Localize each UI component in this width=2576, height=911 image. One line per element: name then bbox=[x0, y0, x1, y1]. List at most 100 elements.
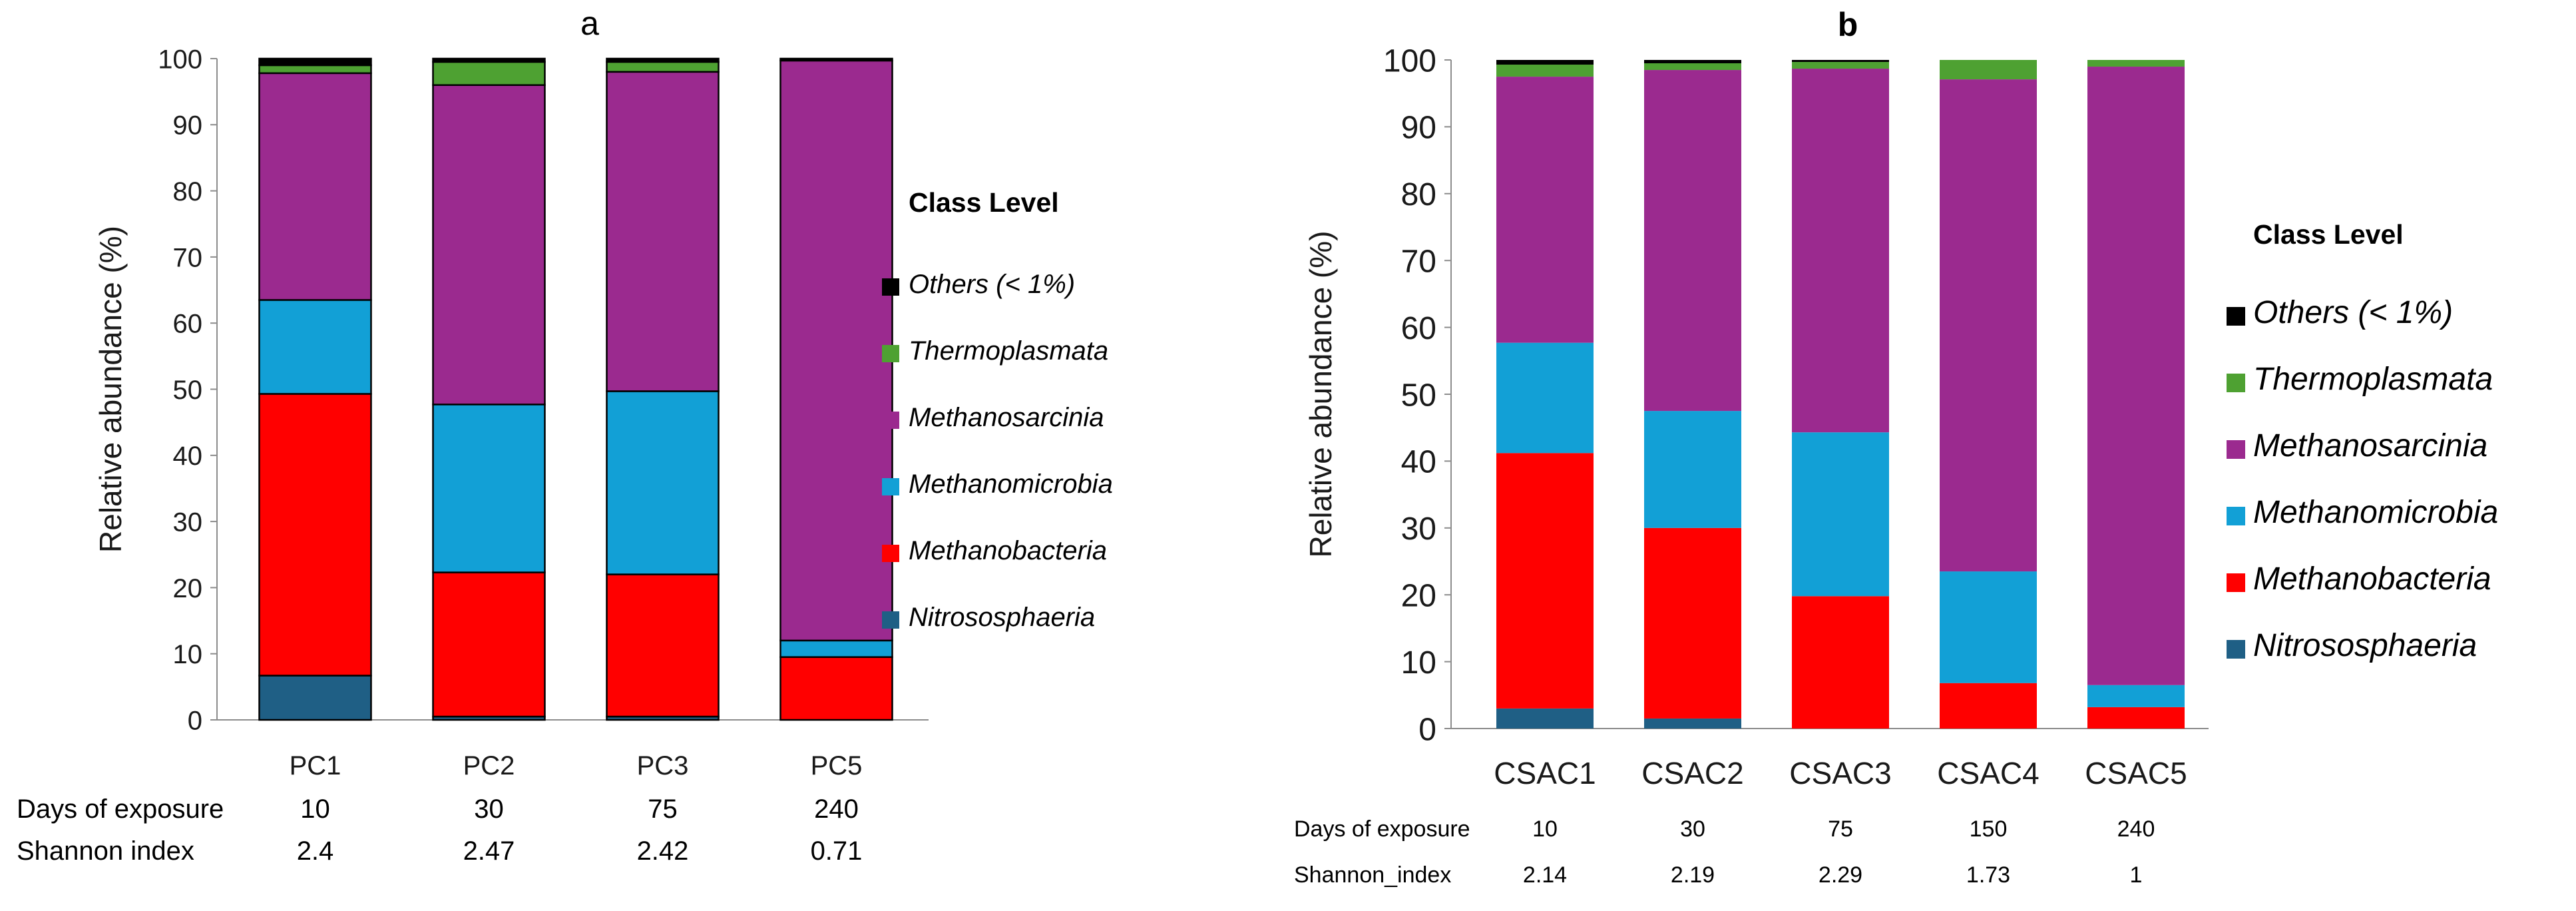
x-tick-label: PC5 bbox=[811, 751, 863, 780]
bar-segment-pc2-1 bbox=[432, 571, 546, 718]
bar-segment-csac3-4 bbox=[1792, 62, 1889, 69]
legend-swatch bbox=[882, 278, 899, 296]
legend-label: Methanosarcinia bbox=[2253, 428, 2487, 463]
table-cell: 10 bbox=[1532, 816, 1558, 842]
y-tick-label: 40 bbox=[173, 442, 203, 471]
x-tick-label: CSAC4 bbox=[1937, 756, 2039, 790]
table-row-label: Days of exposure bbox=[17, 794, 224, 824]
chart-panel-b: b 0 10 20 30 40 50 60 70 80 90 100 Relative abundanc… bbox=[1294, 6, 2498, 888]
bar-segment-pc1-5 bbox=[258, 57, 372, 67]
table-cell: 2.19 bbox=[1671, 862, 1715, 888]
bar-segment-csac4-3 bbox=[1940, 79, 2037, 572]
bar-segment-csac3-3 bbox=[1792, 69, 1889, 433]
legend-swatch bbox=[2227, 507, 2245, 525]
y-tick-label: 20 bbox=[1401, 578, 1436, 613]
bar-segment-pc2-4 bbox=[432, 61, 546, 86]
y-tick-label: 70 bbox=[1401, 244, 1436, 279]
table-cell: 2.4 bbox=[297, 836, 334, 866]
table-cell: 240 bbox=[814, 794, 859, 824]
y-tick-label: 50 bbox=[173, 376, 203, 405]
legend-title: Class Level bbox=[909, 187, 1059, 218]
y-tick-label: 80 bbox=[173, 177, 203, 206]
bar-segment-csac4-1 bbox=[1940, 683, 2037, 729]
legend-swatch bbox=[2227, 307, 2245, 326]
bar-segment-csac1-5 bbox=[1496, 60, 1594, 65]
bar-segment-csac2-5 bbox=[1644, 60, 1741, 64]
x-tick-label: PC3 bbox=[637, 751, 689, 780]
y-tick-label: 70 bbox=[173, 243, 203, 272]
chart-title: a bbox=[580, 5, 599, 42]
table-cell: 0.71 bbox=[811, 836, 863, 866]
bar-segment-csac3-1 bbox=[1792, 596, 1889, 729]
legend-label: Others (< 1%) bbox=[2253, 295, 2453, 330]
bar-segment-csac5-4 bbox=[2087, 60, 2185, 67]
table-cell: 2.42 bbox=[637, 836, 689, 866]
bar-segment-csac1-1 bbox=[1496, 453, 1594, 709]
x-tick-label: CSAC5 bbox=[2085, 756, 2187, 790]
y-tick-label: 0 bbox=[1418, 712, 1436, 747]
legend-label: Methanomicrobia bbox=[909, 469, 1113, 499]
bar-segment-csac1-4 bbox=[1496, 65, 1594, 77]
y-tick-label: 100 bbox=[1383, 43, 1436, 79]
y-tick-label: 60 bbox=[1401, 311, 1436, 346]
bar-segment-pc3-2 bbox=[606, 390, 720, 575]
legend: Class Level Others (< 1%) Thermoplasmata Me… bbox=[2227, 219, 2498, 663]
y-tick-label: 40 bbox=[1401, 445, 1436, 480]
legend: Class Level Others (< 1%) Thermoplasmata Me… bbox=[882, 187, 1113, 632]
y-tick-label: 50 bbox=[1401, 378, 1436, 413]
bar-segment-pc1-2 bbox=[258, 299, 372, 395]
table-cell: 75 bbox=[1828, 816, 1853, 842]
y-axis-label: Relative abundance (%) bbox=[1303, 231, 1338, 558]
legend-swatch bbox=[2227, 374, 2245, 392]
x-tick-label: CSAC3 bbox=[1789, 756, 1891, 790]
bar-segment-csac5-1 bbox=[2087, 707, 2185, 729]
bar-segment-csac2-4 bbox=[1644, 63, 1741, 71]
table-row-label: Shannon_index bbox=[1294, 862, 1451, 888]
bar-segment-pc1-4 bbox=[258, 64, 372, 75]
bar-segment-pc3-1 bbox=[606, 573, 720, 718]
bar-segment-csac1-0 bbox=[1496, 708, 1594, 729]
legend-title: Class Level bbox=[2253, 219, 2404, 250]
bar-segment-pc5-3 bbox=[779, 59, 893, 642]
bar-segment-pc1-3 bbox=[258, 72, 372, 301]
y-tick-label: 90 bbox=[1401, 111, 1436, 146]
legend-swatch bbox=[882, 611, 899, 629]
legend-label: Thermoplasmata bbox=[2253, 362, 2493, 397]
bar-segment-csac2-0 bbox=[1644, 718, 1741, 729]
legend-label: Nitrososphaeria bbox=[2253, 628, 2477, 663]
legend-label: Methanosarcinia bbox=[909, 403, 1104, 432]
bar-segment-csac5-3 bbox=[2087, 67, 2185, 685]
bar-segment-csac1-2 bbox=[1496, 342, 1594, 454]
legend-swatch bbox=[882, 412, 899, 429]
bar-segment-csac4-2 bbox=[1940, 571, 2037, 683]
y-tick-label: 30 bbox=[1401, 511, 1436, 547]
legend-label: Nitrososphaeria bbox=[909, 603, 1095, 632]
y-tick-label: 90 bbox=[173, 111, 203, 141]
legend-swatch bbox=[882, 545, 899, 562]
legend-swatch bbox=[2227, 640, 2245, 659]
bar-segment-pc5-1 bbox=[779, 656, 893, 721]
bar-segment-pc2-2 bbox=[432, 404, 546, 573]
y-tick-label: 20 bbox=[173, 574, 203, 603]
legend-label: Others (< 1%) bbox=[909, 270, 1075, 299]
bar-segment-csac3-2 bbox=[1792, 432, 1889, 597]
bar-segment-csac2-2 bbox=[1644, 411, 1741, 528]
x-tick-label: CSAC1 bbox=[1494, 756, 1596, 790]
legend-label: Methanobacteria bbox=[2253, 561, 2491, 597]
bar-segment-pc3-3 bbox=[606, 71, 720, 392]
table-cell: 2.29 bbox=[1819, 862, 1862, 888]
y-axis-label: Relative abundance (%) bbox=[93, 226, 128, 553]
y-tick-label: 100 bbox=[158, 45, 202, 74]
x-tick-label: CSAC2 bbox=[1641, 756, 1743, 790]
bar-segment-csac3-5 bbox=[1792, 60, 1889, 63]
table-cell: 1.73 bbox=[1966, 862, 2010, 888]
bar-segment-pc2-5 bbox=[432, 57, 546, 63]
bar-segment-csac4-4 bbox=[1940, 60, 2037, 80]
legend-swatch bbox=[882, 478, 899, 495]
bar-segment-csac2-3 bbox=[1644, 70, 1741, 412]
x-tick-label: PC2 bbox=[463, 751, 515, 780]
bar-segment-pc1-0 bbox=[258, 675, 372, 721]
bar-segment-pc2-3 bbox=[432, 84, 546, 406]
table-row-label: Shannon index bbox=[17, 836, 194, 866]
